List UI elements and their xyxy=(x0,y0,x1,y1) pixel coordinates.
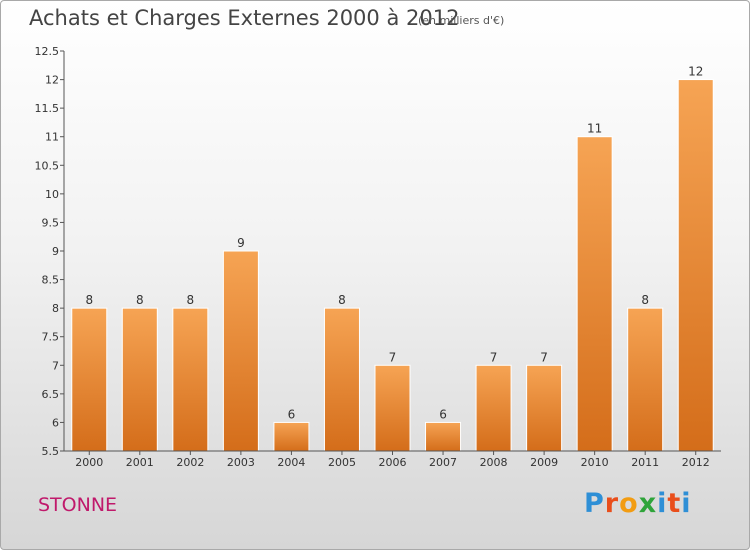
bar xyxy=(374,364,411,452)
y-tick-label: 10.5 xyxy=(35,159,60,172)
bar xyxy=(273,421,310,452)
chart-title: Achats et Charges Externes 2000 à 2012 xyxy=(29,6,460,30)
data-label: 8 xyxy=(338,293,346,307)
y-tick-label: 8.5 xyxy=(42,274,60,287)
x-tick-label: 2006 xyxy=(379,456,407,469)
bar xyxy=(677,79,714,452)
y-tick-label: 7 xyxy=(52,359,59,372)
y-tick-label: 11 xyxy=(45,131,59,144)
x-tick-label: 2007 xyxy=(429,456,457,469)
chart-unit: (en milliers d'€) xyxy=(418,14,505,27)
bar xyxy=(627,307,664,452)
data-label: 8 xyxy=(187,293,195,307)
y-tick-label: 12.5 xyxy=(35,45,60,58)
bars-group: 8 8 8 9 6 8 7 6 7 7 11 8 12 xyxy=(71,65,714,452)
x-tick-label: 2002 xyxy=(176,456,204,469)
data-label: 12 xyxy=(688,65,703,79)
bar xyxy=(425,421,462,452)
data-label: 8 xyxy=(85,293,93,307)
data-label: 8 xyxy=(641,293,649,307)
y-tick-label: 6 xyxy=(52,416,59,429)
x-tick-label: 2003 xyxy=(227,456,255,469)
bar xyxy=(475,364,512,452)
data-label: 6 xyxy=(288,407,296,421)
data-label: 9 xyxy=(237,236,245,250)
logo-letter: t xyxy=(667,488,682,519)
data-label: 7 xyxy=(490,350,498,364)
y-tick-label: 9 xyxy=(52,245,59,258)
bar xyxy=(121,307,158,452)
bar xyxy=(323,307,360,452)
data-label: 7 xyxy=(540,350,548,364)
y-tick-label: 5.5 xyxy=(42,445,60,458)
x-tick-label: 2009 xyxy=(530,456,558,469)
logo-letter: i xyxy=(657,488,668,519)
y-tick-label: 6.5 xyxy=(42,388,60,401)
data-label: 11 xyxy=(587,122,602,136)
bar xyxy=(172,307,209,452)
y-tick-label: 10 xyxy=(45,188,59,201)
bar xyxy=(576,136,613,452)
data-label: 7 xyxy=(389,350,397,364)
bar xyxy=(526,364,563,452)
logo-letter: o xyxy=(619,488,639,519)
y-tick-label: 12 xyxy=(45,74,59,87)
x-tick-label: 2000 xyxy=(75,456,103,469)
logo-letter: r xyxy=(604,488,620,519)
x-tick-label: 2011 xyxy=(631,456,659,469)
logo-letter: x xyxy=(638,488,658,519)
x-tick-label: 2004 xyxy=(277,456,305,469)
y-tick-label: 11.5 xyxy=(35,102,60,115)
y-tick-label: 7.5 xyxy=(42,331,60,344)
x-tick-label: 2012 xyxy=(682,456,710,469)
x-tick-label: 2010 xyxy=(581,456,609,469)
proxiti-logo: Proxiti xyxy=(584,488,692,519)
data-label: 8 xyxy=(136,293,144,307)
axes-group: 5.5 6 6.5 7 7.5 8 8.5 9 9.5 10 10.5 11 11.5 12 12.5 200… xyxy=(35,45,721,469)
bar xyxy=(222,250,259,452)
bar xyxy=(71,307,108,452)
y-tick-label: 8 xyxy=(52,302,59,315)
y-tick-label: 9.5 xyxy=(42,216,60,229)
x-tick-label: 2001 xyxy=(126,456,154,469)
x-tick-label: 2005 xyxy=(328,456,356,469)
commune-name: STONNE xyxy=(38,494,118,516)
logo-letter: i xyxy=(681,488,692,519)
x-tick-label: 2008 xyxy=(480,456,508,469)
logo-letter: P xyxy=(584,488,605,519)
data-label: 6 xyxy=(439,407,447,421)
